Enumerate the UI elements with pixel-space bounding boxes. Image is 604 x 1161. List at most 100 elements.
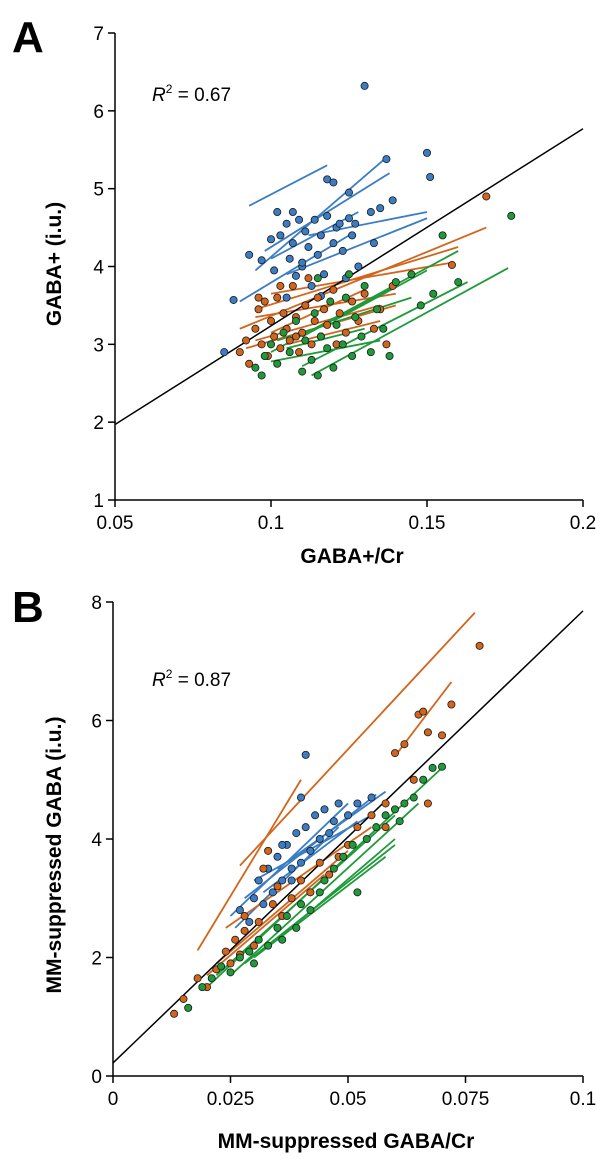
orange-data-point [170, 1009, 179, 1018]
orange-data-point [381, 799, 390, 808]
green-data-point [373, 305, 382, 314]
blue-data-point [316, 231, 325, 240]
y-tick-label: 2 [93, 413, 104, 434]
green-data-point [507, 211, 516, 220]
green-series-line [332, 269, 428, 322]
blue-data-point [360, 81, 369, 90]
orange-data-point [301, 301, 310, 310]
panel-letter-a: A [12, 13, 44, 62]
blue-data-point [259, 900, 268, 909]
blue-series-line [248, 164, 328, 207]
green-data-point [395, 817, 404, 826]
blue-data-point [344, 214, 353, 223]
orange-data-point [291, 332, 300, 341]
orange-data-point [423, 799, 432, 808]
green-data-point [235, 953, 244, 962]
green-data-point [296, 900, 305, 909]
blue-data-point [249, 894, 258, 903]
green-data-point [306, 906, 315, 915]
y-tick-label: 4 [93, 258, 104, 279]
r-squared-value: = 0.87 [172, 670, 231, 691]
green-data-point [251, 363, 260, 372]
blue-series-line [244, 793, 377, 899]
green-data-point [360, 281, 369, 290]
green-series-line [301, 281, 468, 367]
blue-data-point [245, 917, 254, 926]
green-data-point [198, 983, 207, 992]
orange-data-point [270, 332, 279, 341]
orange-data-point [419, 707, 428, 716]
orange-data-point [242, 336, 251, 345]
green-data-point [264, 941, 273, 950]
panel-a-annotation: R2 = 0.67 [152, 82, 231, 106]
green-data-point [381, 811, 390, 820]
orange-data-point [287, 894, 296, 903]
green-data-point [266, 340, 275, 349]
x-tick-label: 0.1 [258, 513, 284, 534]
blue-data-point [325, 829, 334, 838]
blue-data-point [388, 196, 397, 205]
orange-data-point [273, 882, 282, 891]
x-tick-label: 0.025 [207, 1089, 255, 1110]
svg-text:R2 = 0.67: R2 = 0.67 [152, 82, 231, 106]
green-data-point [226, 968, 235, 977]
blue-data-point [343, 811, 352, 820]
blue-series-line [239, 234, 350, 303]
blue-data-point [311, 811, 320, 820]
blue-data-point [329, 817, 338, 826]
green-data-point [366, 348, 375, 357]
blue-series-line [270, 211, 359, 260]
green-data-point [329, 864, 338, 873]
orange-data-point [193, 974, 202, 983]
r-squared-value: = 0.67 [172, 85, 231, 106]
green-data-point [273, 923, 282, 932]
green-data-point [313, 371, 322, 380]
panel-letter-b: B [12, 583, 44, 632]
blue-data-point [298, 258, 307, 267]
x-tick-label: 0 [108, 1089, 119, 1110]
orange-series-line [239, 612, 476, 867]
svg-text:R2 = 0.87: R2 = 0.87 [152, 667, 231, 691]
orange-data-point [369, 324, 378, 333]
orange-data-point [323, 320, 332, 329]
blue-data-point [245, 250, 254, 259]
green-data-point [285, 348, 294, 357]
green-data-point [282, 912, 291, 921]
orange-data-point [353, 823, 362, 832]
orange-data-point [313, 293, 322, 302]
blue-data-point [306, 846, 315, 855]
green-data-point [332, 320, 341, 329]
green-data-point [437, 762, 446, 771]
blue-data-point [348, 231, 357, 240]
blue-data-point [287, 876, 296, 885]
blue-data-point [315, 835, 324, 844]
regression-line [112, 610, 584, 1064]
blue-data-point [323, 175, 332, 184]
orange-data-point [254, 305, 263, 314]
orange-data-point [329, 285, 338, 294]
green-data-point [454, 278, 463, 287]
orange-data-point [447, 700, 456, 709]
green-data-point [310, 309, 319, 318]
blue-data-point [276, 231, 285, 240]
orange-data-point [179, 994, 188, 1003]
blue-data-point [273, 208, 282, 217]
green-data-point [344, 270, 353, 279]
green-data-point [326, 297, 335, 306]
blue-data-point [296, 793, 305, 802]
orange-data-point [231, 935, 240, 944]
x-tick-label: 0.15 [409, 513, 446, 534]
x-tick-label: 0.2 [570, 513, 596, 534]
orange-series-line [206, 873, 326, 976]
y-tick-label: 1 [93, 491, 104, 512]
green-data-point [315, 888, 324, 897]
orange-data-point [296, 876, 305, 885]
orange-data-point [475, 641, 484, 650]
orange-data-point [315, 858, 324, 867]
panel-b-annotation: R2 = 0.87 [152, 667, 231, 691]
orange-data-point [249, 941, 258, 950]
orange-data-point [259, 864, 268, 873]
green-data-point [362, 835, 371, 844]
y-tick-label: 6 [91, 712, 102, 733]
blue-data-point [422, 148, 431, 157]
